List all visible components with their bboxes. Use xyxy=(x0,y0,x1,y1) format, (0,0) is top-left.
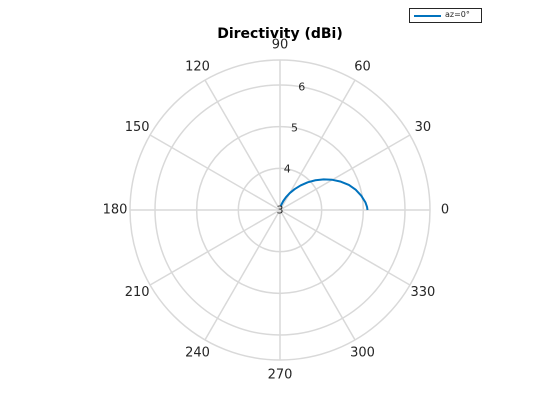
angular-grid-spoke xyxy=(149,209,281,286)
radial-tick-label: 5 xyxy=(291,121,298,134)
angle-tick-label: 270 xyxy=(268,368,293,383)
angle-tick-label: 60 xyxy=(354,60,371,75)
legend: az=0° xyxy=(409,8,482,23)
radial-tick-label: 6 xyxy=(298,80,305,93)
angular-grid-spoke xyxy=(279,79,356,211)
legend-line-swatch xyxy=(414,15,441,17)
radial-tick-label: 3 xyxy=(277,204,284,217)
angular-grid-spoke xyxy=(279,209,356,341)
angle-tick-label: 210 xyxy=(125,285,150,300)
angle-tick-label: 120 xyxy=(185,60,210,75)
angle-tick-label: 90 xyxy=(272,38,289,53)
series-line xyxy=(279,178,369,211)
legend-label: az=0° xyxy=(445,10,470,19)
angle-tick-label: 300 xyxy=(350,345,375,360)
angle-tick-label: 330 xyxy=(410,285,435,300)
angle-tick-label: 150 xyxy=(125,120,150,135)
chart-title: Directivity (dBi) xyxy=(217,26,343,42)
angular-grid-spoke xyxy=(149,134,281,211)
angular-grid-spoke xyxy=(204,209,281,341)
angle-tick-label: 180 xyxy=(103,203,128,218)
radial-tick-label: 4 xyxy=(284,162,291,175)
angular-grid-spoke xyxy=(279,209,411,286)
angle-tick-label: 0 xyxy=(441,203,449,218)
angle-tick-label: 30 xyxy=(415,120,432,135)
angular-grid-spoke xyxy=(204,79,281,211)
angle-tick-label: 240 xyxy=(185,345,210,360)
angular-grid-spoke xyxy=(279,134,411,211)
